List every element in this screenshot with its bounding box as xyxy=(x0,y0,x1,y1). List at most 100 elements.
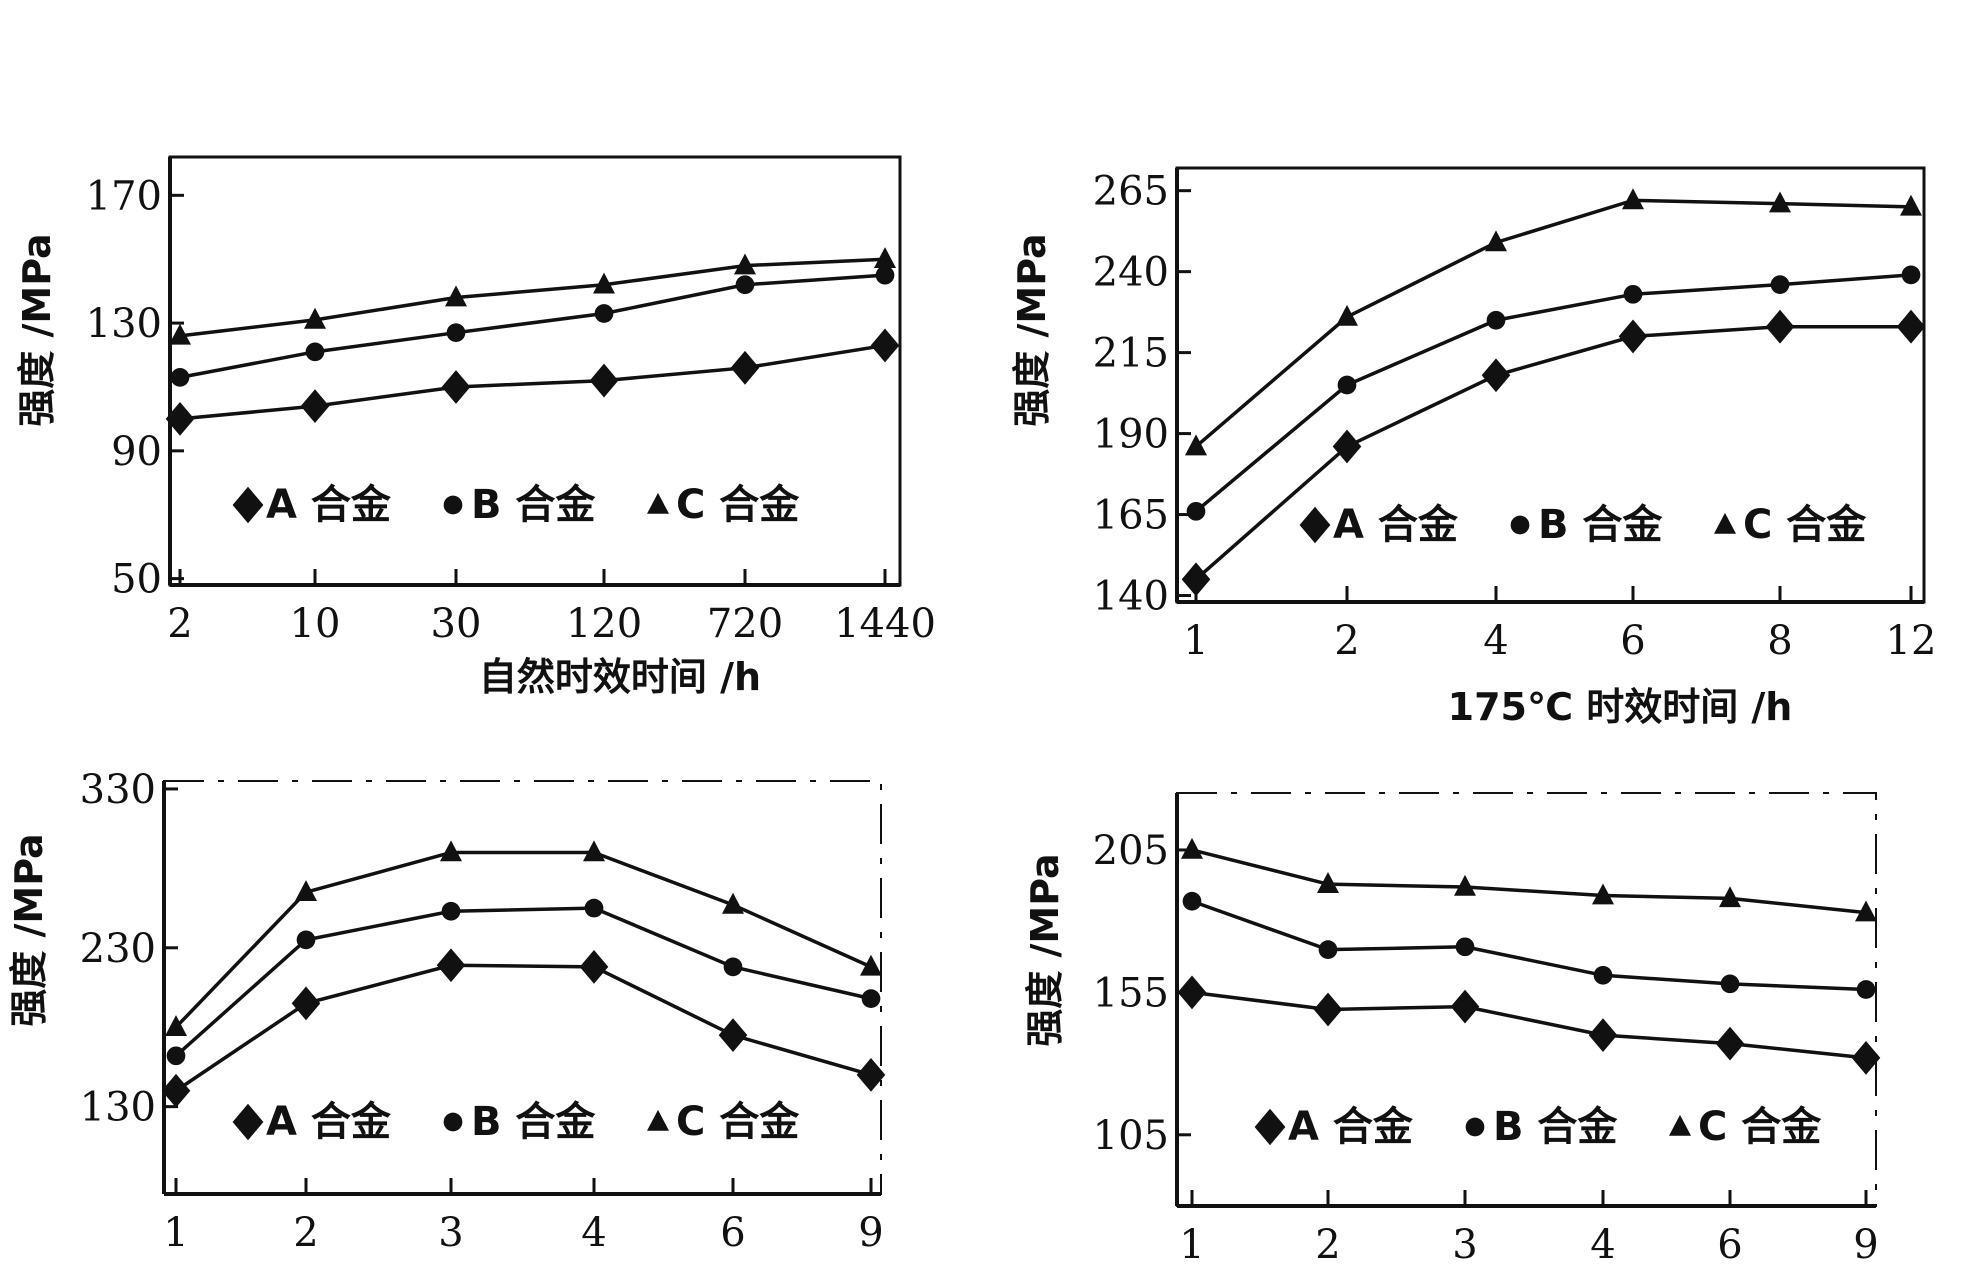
series-line-circle xyxy=(1194,273,1912,513)
legend-marker-diamond xyxy=(1299,506,1331,544)
data-point-circle xyxy=(1720,974,1740,994)
data-point-triangle xyxy=(1181,837,1203,859)
data-point-diamond xyxy=(291,986,321,1021)
legend-marker-triangle xyxy=(1714,512,1736,534)
data-point-circle xyxy=(1186,501,1206,521)
series-line-triangle xyxy=(1191,848,1867,915)
legend-marker-triangle xyxy=(647,1109,669,1131)
data-point-diamond xyxy=(1765,309,1795,344)
data-point-diamond xyxy=(1313,992,1343,1027)
y-axis-label: 强度 /MPa xyxy=(7,833,51,1026)
data-point-diamond xyxy=(161,1073,191,1108)
y-tick-label: 240 xyxy=(1093,250,1169,296)
data-point-triangle xyxy=(1719,886,1741,908)
data-point-diamond xyxy=(1177,975,1207,1010)
x-axis-label: 自然时效时间 /h xyxy=(479,655,761,699)
data-point-triangle xyxy=(734,253,756,275)
data-point-diamond xyxy=(436,948,466,983)
x-tick-label: 2 xyxy=(1334,618,1359,664)
data-point-triangle xyxy=(165,1015,187,1037)
data-point-circle xyxy=(594,304,614,323)
data-point-triangle xyxy=(1317,872,1339,893)
data-point-diamond xyxy=(1896,309,1926,344)
data-point-circle xyxy=(296,930,316,950)
data-point-diamond xyxy=(1481,358,1511,393)
data-point-circle xyxy=(1337,375,1357,395)
data-point-circle xyxy=(1593,965,1613,985)
x-tick-label: 30 xyxy=(431,601,482,647)
x-tick-label: 6 xyxy=(1620,618,1645,664)
data-point-circle xyxy=(861,989,881,1008)
x-tick-label: 3 xyxy=(438,1210,463,1256)
y-tick-label: 215 xyxy=(1093,331,1169,377)
x-tick-label: 9 xyxy=(858,1210,883,1256)
data-point-triangle xyxy=(1485,230,1507,252)
x-tick-label: 1 xyxy=(163,1210,188,1256)
series-line-triangle xyxy=(179,257,886,338)
y-tick-label: 330 xyxy=(80,767,156,813)
series-line-triangle xyxy=(1194,198,1912,448)
x-tick-label: 6 xyxy=(720,1210,745,1256)
x-tick-label: 1440 xyxy=(834,601,936,647)
data-point-diamond xyxy=(1618,319,1648,354)
x-tick-label: 4 xyxy=(581,1210,606,1256)
legend: A 合金 B 合金 C 合金 xyxy=(232,482,800,528)
data-point-diamond xyxy=(856,1057,886,1092)
data-point-circle xyxy=(1623,284,1643,304)
y-tick-label: 50 xyxy=(111,557,162,603)
data-point-circle xyxy=(170,368,190,387)
legend-marker-circle xyxy=(443,495,463,515)
x-tick-label: 9 xyxy=(1853,1222,1878,1268)
data-point-triangle xyxy=(169,323,191,345)
data-point-circle xyxy=(1318,940,1338,960)
x-tick-label: 1 xyxy=(1179,1222,1204,1268)
data-point-circle xyxy=(1901,265,1921,285)
legend-label: A 合金 xyxy=(1288,1104,1414,1150)
data-point-triangle xyxy=(583,840,605,862)
x-tick-label: 8 xyxy=(1767,618,1792,664)
x-tick-label: 4 xyxy=(1483,618,1508,664)
data-point-triangle xyxy=(1185,434,1207,456)
y-tick-label: 130 xyxy=(86,301,162,347)
data-point-triangle xyxy=(1900,194,1922,216)
data-point-circle xyxy=(446,323,466,343)
x-tick-label: 4 xyxy=(1590,1222,1615,1268)
legend-marker-circle xyxy=(1465,1117,1485,1137)
data-point-circle xyxy=(441,901,461,921)
data-point-triangle xyxy=(722,892,744,914)
legend-label: C 合金 xyxy=(676,482,800,528)
legend-marker-diamond xyxy=(232,1103,264,1141)
y-tick-label: 90 xyxy=(111,429,162,475)
y-axis-label: 强度 /MPa xyxy=(15,233,59,426)
data-point-diamond xyxy=(718,1018,748,1053)
y-tick-label: 140 xyxy=(1093,574,1169,620)
data-point-diamond xyxy=(1332,429,1362,464)
y-axis-label: 强度 /MPa xyxy=(1023,853,1067,1046)
x-tick-label: 720 xyxy=(707,601,783,647)
legend-marker-triangle xyxy=(1669,1114,1691,1136)
x-tick-label: 2 xyxy=(1315,1222,1340,1268)
x-tick-label: 2 xyxy=(167,601,192,647)
data-point-triangle xyxy=(1855,900,1877,922)
legend-marker-triangle xyxy=(647,492,669,514)
series-line-circle xyxy=(1191,899,1867,992)
data-point-triangle xyxy=(1592,883,1614,905)
y-tick-label: 190 xyxy=(1093,412,1169,458)
data-point-diamond xyxy=(1588,1018,1618,1053)
data-point-triangle xyxy=(304,307,326,329)
legend-label: A 合金 xyxy=(266,1099,392,1145)
data-point-circle xyxy=(166,1046,186,1066)
x-tick-label: 1 xyxy=(1183,618,1208,664)
data-point-circle xyxy=(305,342,325,362)
data-point-circle xyxy=(735,275,755,295)
legend-marker-circle xyxy=(443,1112,463,1132)
chart-3: 130 230 330 1 2 3 4 6 9 A 合金 B 合金 C 合金 强度 /MPa xyxy=(7,767,886,1256)
legend-label: B 合金 xyxy=(1538,502,1663,548)
data-point-diamond xyxy=(1715,1026,1745,1061)
data-point-circle xyxy=(723,957,743,977)
legend-marker-circle xyxy=(1510,515,1530,535)
data-point-circle xyxy=(584,898,604,918)
legend: A 合金 B 合金 C 合金 xyxy=(1254,1104,1822,1150)
